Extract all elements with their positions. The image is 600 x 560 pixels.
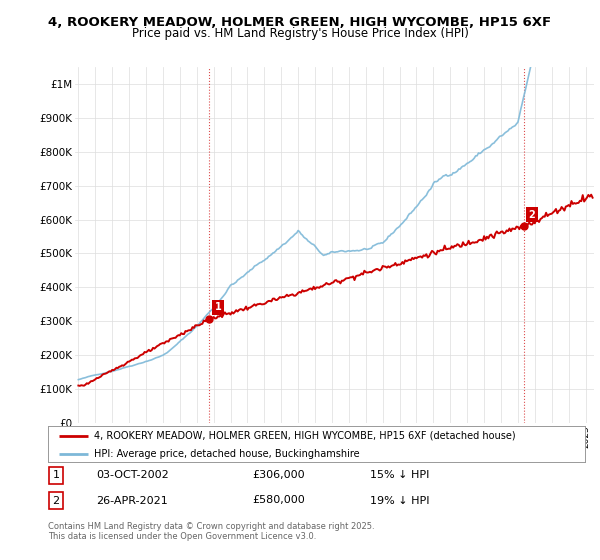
Text: 2: 2: [52, 496, 59, 506]
Text: Contains HM Land Registry data © Crown copyright and database right 2025.
This d: Contains HM Land Registry data © Crown c…: [48, 522, 374, 542]
Text: Price paid vs. HM Land Registry's House Price Index (HPI): Price paid vs. HM Land Registry's House …: [131, 27, 469, 40]
Text: 1: 1: [53, 470, 59, 480]
Text: 26-APR-2021: 26-APR-2021: [97, 496, 168, 506]
Text: 4, ROOKERY MEADOW, HOLMER GREEN, HIGH WYCOMBE, HP15 6XF: 4, ROOKERY MEADOW, HOLMER GREEN, HIGH WY…: [49, 16, 551, 29]
Text: £306,000: £306,000: [252, 470, 305, 480]
Text: 1: 1: [214, 302, 221, 312]
Text: 4, ROOKERY MEADOW, HOLMER GREEN, HIGH WYCOMBE, HP15 6XF (detached house): 4, ROOKERY MEADOW, HOLMER GREEN, HIGH WY…: [94, 431, 515, 441]
Text: 15% ↓ HPI: 15% ↓ HPI: [370, 470, 430, 480]
Text: £580,000: £580,000: [252, 496, 305, 506]
Text: HPI: Average price, detached house, Buckinghamshire: HPI: Average price, detached house, Buck…: [94, 449, 359, 459]
Text: 2: 2: [529, 209, 535, 220]
Text: 19% ↓ HPI: 19% ↓ HPI: [370, 496, 430, 506]
Text: 03-OCT-2002: 03-OCT-2002: [97, 470, 169, 480]
